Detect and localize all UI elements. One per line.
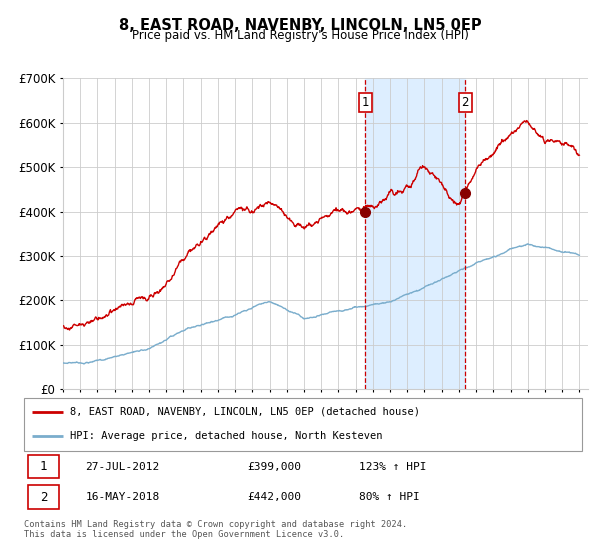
Text: Price paid vs. HM Land Registry's House Price Index (HPI): Price paid vs. HM Land Registry's House … <box>131 29 469 42</box>
Bar <box>365 78 465 389</box>
Text: £442,000: £442,000 <box>247 492 301 502</box>
FancyBboxPatch shape <box>28 455 59 478</box>
Text: 2: 2 <box>461 96 469 109</box>
Text: 80% ↑ HPI: 80% ↑ HPI <box>359 492 419 502</box>
Text: 123% ↑ HPI: 123% ↑ HPI <box>359 461 426 472</box>
Text: £399,000: £399,000 <box>247 461 301 472</box>
Text: 1: 1 <box>40 460 47 473</box>
FancyBboxPatch shape <box>24 398 582 451</box>
Text: Contains HM Land Registry data © Crown copyright and database right 2024.
This d: Contains HM Land Registry data © Crown c… <box>24 520 407 539</box>
Text: 27-JUL-2012: 27-JUL-2012 <box>85 461 160 472</box>
Text: 8, EAST ROAD, NAVENBY, LINCOLN, LN5 0EP: 8, EAST ROAD, NAVENBY, LINCOLN, LN5 0EP <box>119 18 481 33</box>
Text: 8, EAST ROAD, NAVENBY, LINCOLN, LN5 0EP (detached house): 8, EAST ROAD, NAVENBY, LINCOLN, LN5 0EP … <box>70 407 420 417</box>
FancyBboxPatch shape <box>28 486 59 509</box>
Text: 2: 2 <box>40 491 47 503</box>
Text: 1: 1 <box>362 96 369 109</box>
Text: 16-MAY-2018: 16-MAY-2018 <box>85 492 160 502</box>
Text: HPI: Average price, detached house, North Kesteven: HPI: Average price, detached house, Nort… <box>70 431 382 441</box>
